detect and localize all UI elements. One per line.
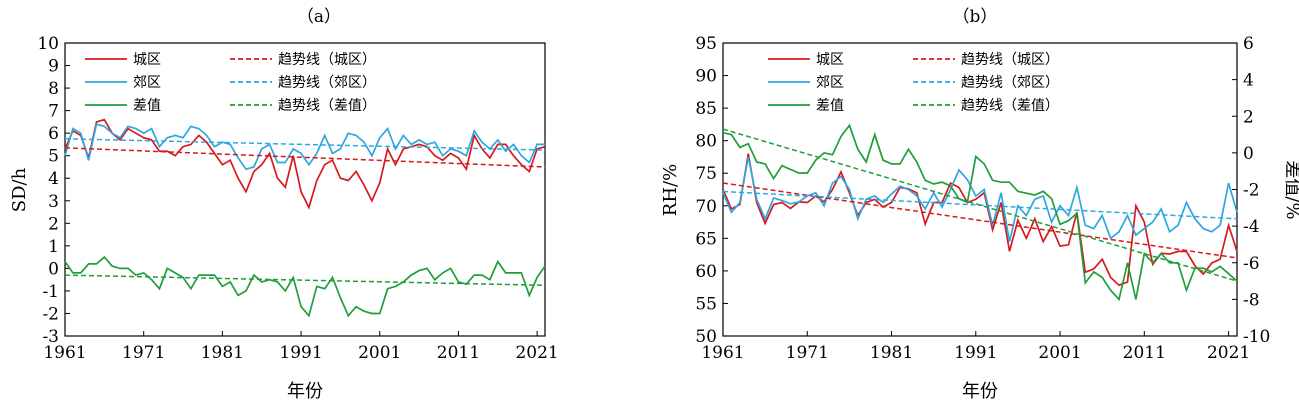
series-line-trend-4 — [64, 138, 546, 151]
y-axis-label-b-left: RH/% — [660, 164, 681, 216]
legend-label: 趋势线（郊区） — [961, 74, 1059, 91]
y-tick-label: 65 — [695, 229, 717, 249]
y-tick-label: 10 — [37, 34, 59, 54]
y-tick-label: 55 — [695, 294, 717, 314]
legend-label: 郊区 — [133, 74, 161, 91]
y-tick-label: 2 — [48, 214, 59, 234]
y2-tick-label: -10 — [1243, 327, 1270, 347]
x-axis-label-a: 年份 — [287, 381, 323, 402]
legend-label: 差值 — [133, 98, 161, 114]
x-tick-label: 2021 — [515, 343, 558, 363]
series-group-a — [64, 118, 546, 318]
legend-label: 趋势线（城区） — [278, 52, 376, 68]
y2-tick-label: -6 — [1243, 254, 1260, 274]
legend-label: 城区 — [816, 52, 844, 68]
series-group-b — [722, 123, 1238, 302]
legend-label: 差值 — [816, 98, 844, 114]
y2-tick-label: -2 — [1243, 181, 1260, 201]
y-tick-label: 70 — [695, 197, 717, 217]
x-tick-label: 1991 — [954, 343, 997, 363]
y-axis-b-left: 50 55 60 65 70 75 80 85 90 95 — [695, 34, 728, 347]
y2-tick-label: 4 — [1243, 71, 1254, 91]
series-line-1 — [722, 156, 1238, 242]
y-tick-label: 9 — [48, 57, 59, 77]
y-tick-label: 90 — [695, 67, 717, 87]
y-axis-b-right: -10 -8 -6 -4 -2 0 2 4 6 — [1232, 34, 1270, 347]
y2-tick-label: -8 — [1243, 290, 1260, 310]
x-axis-a: 1961 1971 1981 1991 2001 2011 2021 — [43, 331, 559, 363]
y-axis-label-a: SD/h — [9, 167, 30, 212]
series-line-2 — [722, 123, 1238, 302]
y-tick-label: 95 — [695, 34, 717, 54]
series-line-trend-3 — [722, 182, 1238, 259]
y-tick-label: 50 — [695, 327, 717, 347]
y-axis-a: -3 -2-1 01 23 45 67 89 10 — [37, 34, 70, 347]
y-tick-label: 5 — [48, 147, 59, 167]
x-tick-label: 2011 — [1123, 343, 1166, 363]
chart-panel-b: （b） 50 55 60 65 70 75 80 85 90 95 -10 -8 -6 -4 -2 0 2 4 6… — [660, 7, 1299, 402]
y2-tick-label: 2 — [1243, 107, 1254, 127]
x-tick-label: 1991 — [279, 343, 322, 363]
x-tick-label: 2021 — [1207, 343, 1250, 363]
x-axis-b: 1961 1971 1981 1991 2001 2011 2021 — [701, 331, 1250, 363]
y-tick-label: 1 — [48, 237, 59, 257]
series-line-2 — [64, 255, 546, 318]
x-tick-label: 2001 — [358, 343, 401, 363]
y-tick-label: 3 — [48, 192, 59, 212]
y-tick-label: 85 — [695, 99, 717, 119]
y-tick-label: -2 — [42, 304, 59, 324]
legend-label: 趋势线（城区） — [961, 52, 1059, 68]
series-line-trend-5 — [64, 274, 546, 287]
y-tick-label: -1 — [42, 282, 59, 302]
legend-label: 趋势线（差值） — [278, 98, 376, 114]
y-tick-label: 8 — [48, 79, 59, 99]
x-tick-label: 1961 — [701, 343, 744, 363]
y-tick-label: 7 — [48, 102, 59, 122]
y-tick-label: -3 — [42, 327, 59, 347]
x-tick-label: 2001 — [1038, 343, 1081, 363]
y2-tick-label: 6 — [1243, 34, 1254, 54]
x-axis-label-b: 年份 — [962, 381, 998, 402]
y-axis-label-b-right: 差值/% — [1282, 160, 1299, 219]
series-line-trend-3 — [64, 147, 546, 168]
series-line-1 — [64, 123, 545, 171]
panel-label-b: （b） — [953, 7, 998, 27]
y-tick-label: 4 — [48, 169, 59, 189]
x-tick-label: 2011 — [437, 343, 480, 363]
y-tick-label: 80 — [695, 132, 717, 152]
x-tick-label: 1971 — [786, 343, 829, 363]
chart-panel-a: （a） -3 -2-1 01 23 45 67 89 10 1961 1971 1981 1991 2… — [9, 7, 559, 402]
legend-label: 郊区 — [816, 74, 844, 91]
series-line-trend-5 — [722, 128, 1238, 282]
legend-label: 趋势线（郊区） — [278, 74, 376, 91]
series-line-0 — [64, 118, 546, 210]
x-tick-label: 1971 — [122, 343, 165, 363]
panel-label-a: （a） — [297, 7, 341, 27]
x-tick-label: 1981 — [201, 343, 244, 363]
x-tick-label: 1961 — [43, 343, 86, 363]
y-tick-label: 6 — [48, 124, 59, 144]
legend-label: 趋势线（差值） — [961, 98, 1059, 114]
x-tick-label: 1981 — [870, 343, 913, 363]
series-line-0 — [722, 153, 1238, 287]
y-tick-label: 60 — [695, 262, 717, 282]
y2-tick-label: -4 — [1243, 217, 1260, 237]
y-tick-label: 0 — [48, 259, 59, 279]
plot-frame-a — [64, 42, 546, 337]
y2-tick-label: 0 — [1243, 144, 1254, 164]
legend-label: 城区 — [133, 52, 161, 68]
y-tick-label: 75 — [695, 164, 717, 184]
